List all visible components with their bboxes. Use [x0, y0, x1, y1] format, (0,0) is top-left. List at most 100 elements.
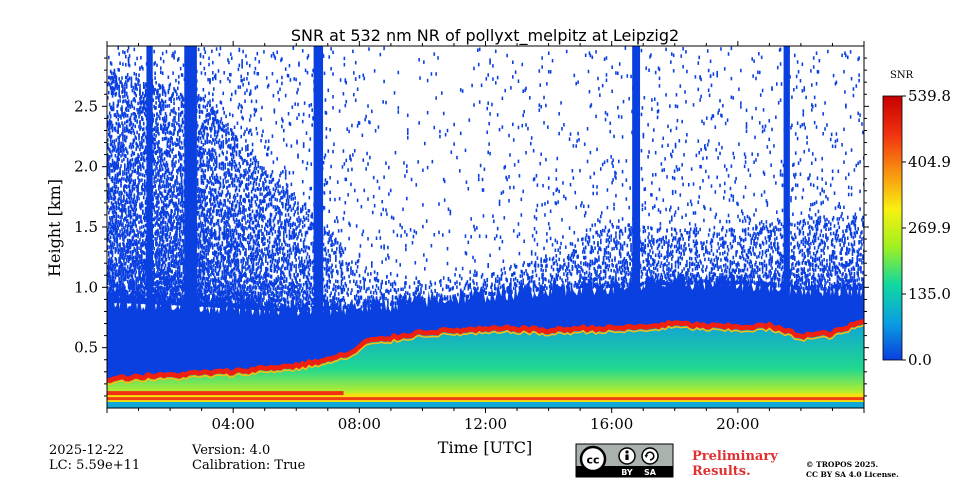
noise-speck [153, 289, 155, 294]
noise-speck [181, 209, 184, 213]
noise-speck [197, 104, 200, 108]
noise-speck [175, 297, 177, 302]
noise-speck [181, 146, 184, 150]
noise-speck [199, 231, 202, 235]
noise-speck [111, 158, 114, 163]
noise-speck [107, 147, 110, 151]
noise-speck [167, 150, 170, 154]
noise-speck [159, 158, 162, 162]
noise-speck [110, 268, 113, 272]
noise-speck [198, 239, 201, 244]
noise-speck [134, 263, 137, 267]
noise-speck [181, 73, 184, 77]
noise-speck [157, 213, 159, 217]
noise-speck [171, 170, 173, 174]
noise-speck [157, 172, 159, 177]
noise-speck [203, 230, 206, 235]
noise-speck [129, 243, 132, 248]
noise-speck [171, 221, 173, 226]
noise-speck [119, 242, 121, 247]
noise-speck [131, 142, 134, 147]
noise-speck [122, 263, 124, 267]
noise-speck [152, 293, 155, 298]
noise-speck [168, 145, 171, 149]
noise-speck [117, 84, 120, 89]
noise-speck [124, 273, 127, 278]
noise-speck [168, 268, 171, 273]
noise-speck [142, 243, 144, 248]
noise-speck [197, 258, 200, 262]
noise-speck [110, 201, 113, 205]
noise-speck [134, 242, 137, 246]
noise-speck [179, 218, 182, 222]
noise-speck [142, 145, 144, 149]
noise-speck [199, 128, 202, 132]
noise-speck [168, 234, 171, 239]
noise-speck [137, 289, 139, 293]
noise-speck [110, 125, 113, 130]
noise-speck [112, 228, 115, 233]
noise-speck [171, 258, 173, 263]
noise-speck [124, 75, 127, 80]
noise-speck [142, 188, 144, 192]
noise-speck [107, 291, 109, 296]
noise-speck [204, 293, 207, 298]
noise-speck [137, 294, 139, 298]
noise-speck [139, 83, 141, 88]
noise-speck [129, 194, 132, 198]
noise-speck [138, 108, 140, 113]
noise-speck [140, 279, 142, 284]
noise-speck [142, 109, 144, 114]
noise-speck [165, 257, 168, 262]
noise-speck [107, 210, 110, 215]
noise-speck [129, 224, 132, 229]
noise-speck [133, 47, 136, 52]
noise-speck [203, 214, 206, 219]
noise-speck [138, 124, 140, 129]
noise-speck [171, 122, 173, 127]
noise-speck [206, 277, 208, 281]
noise-speck [131, 189, 134, 193]
noise-speck [140, 281, 142, 286]
noise-speck [163, 150, 166, 155]
noise-speck [168, 279, 171, 283]
noise-speck [108, 126, 111, 130]
noise-speck [119, 171, 121, 176]
noise-speck [155, 80, 157, 85]
noise-speck [128, 269, 131, 274]
noise-speck [177, 268, 179, 272]
noise-speck [180, 280, 183, 285]
noise-speck [179, 112, 182, 116]
noise-speck [202, 174, 205, 178]
noise-speck [142, 251, 145, 255]
noise-speck [174, 163, 176, 168]
noise-speck [132, 111, 135, 116]
noise-speck [128, 246, 131, 250]
noise-speck [140, 99, 142, 104]
noise-speck [172, 244, 174, 249]
noise-speck [167, 75, 170, 80]
noise-speck [132, 290, 135, 294]
noise-speck [144, 238, 147, 242]
noise-speck [163, 124, 166, 129]
noise-speck [142, 173, 144, 177]
noise-speck [173, 185, 175, 190]
noise-speck [210, 197, 212, 201]
noise-speck [144, 100, 147, 104]
noise-speck [202, 143, 205, 147]
noise-speck [176, 203, 178, 207]
noise-speck [142, 132, 145, 136]
noise-speck [177, 209, 179, 214]
noise-speck [174, 282, 176, 286]
noise-speck [181, 232, 184, 236]
noise-speck [126, 103, 129, 108]
noise-speck [133, 90, 136, 95]
noise-speck [200, 131, 203, 135]
noise-speck [141, 155, 143, 159]
noise-speck [162, 225, 165, 230]
noise-speck [109, 243, 112, 248]
noise-speck [161, 152, 164, 156]
noise-speck [124, 227, 126, 232]
noise-speck [200, 284, 203, 289]
noise-speck [130, 291, 133, 295]
